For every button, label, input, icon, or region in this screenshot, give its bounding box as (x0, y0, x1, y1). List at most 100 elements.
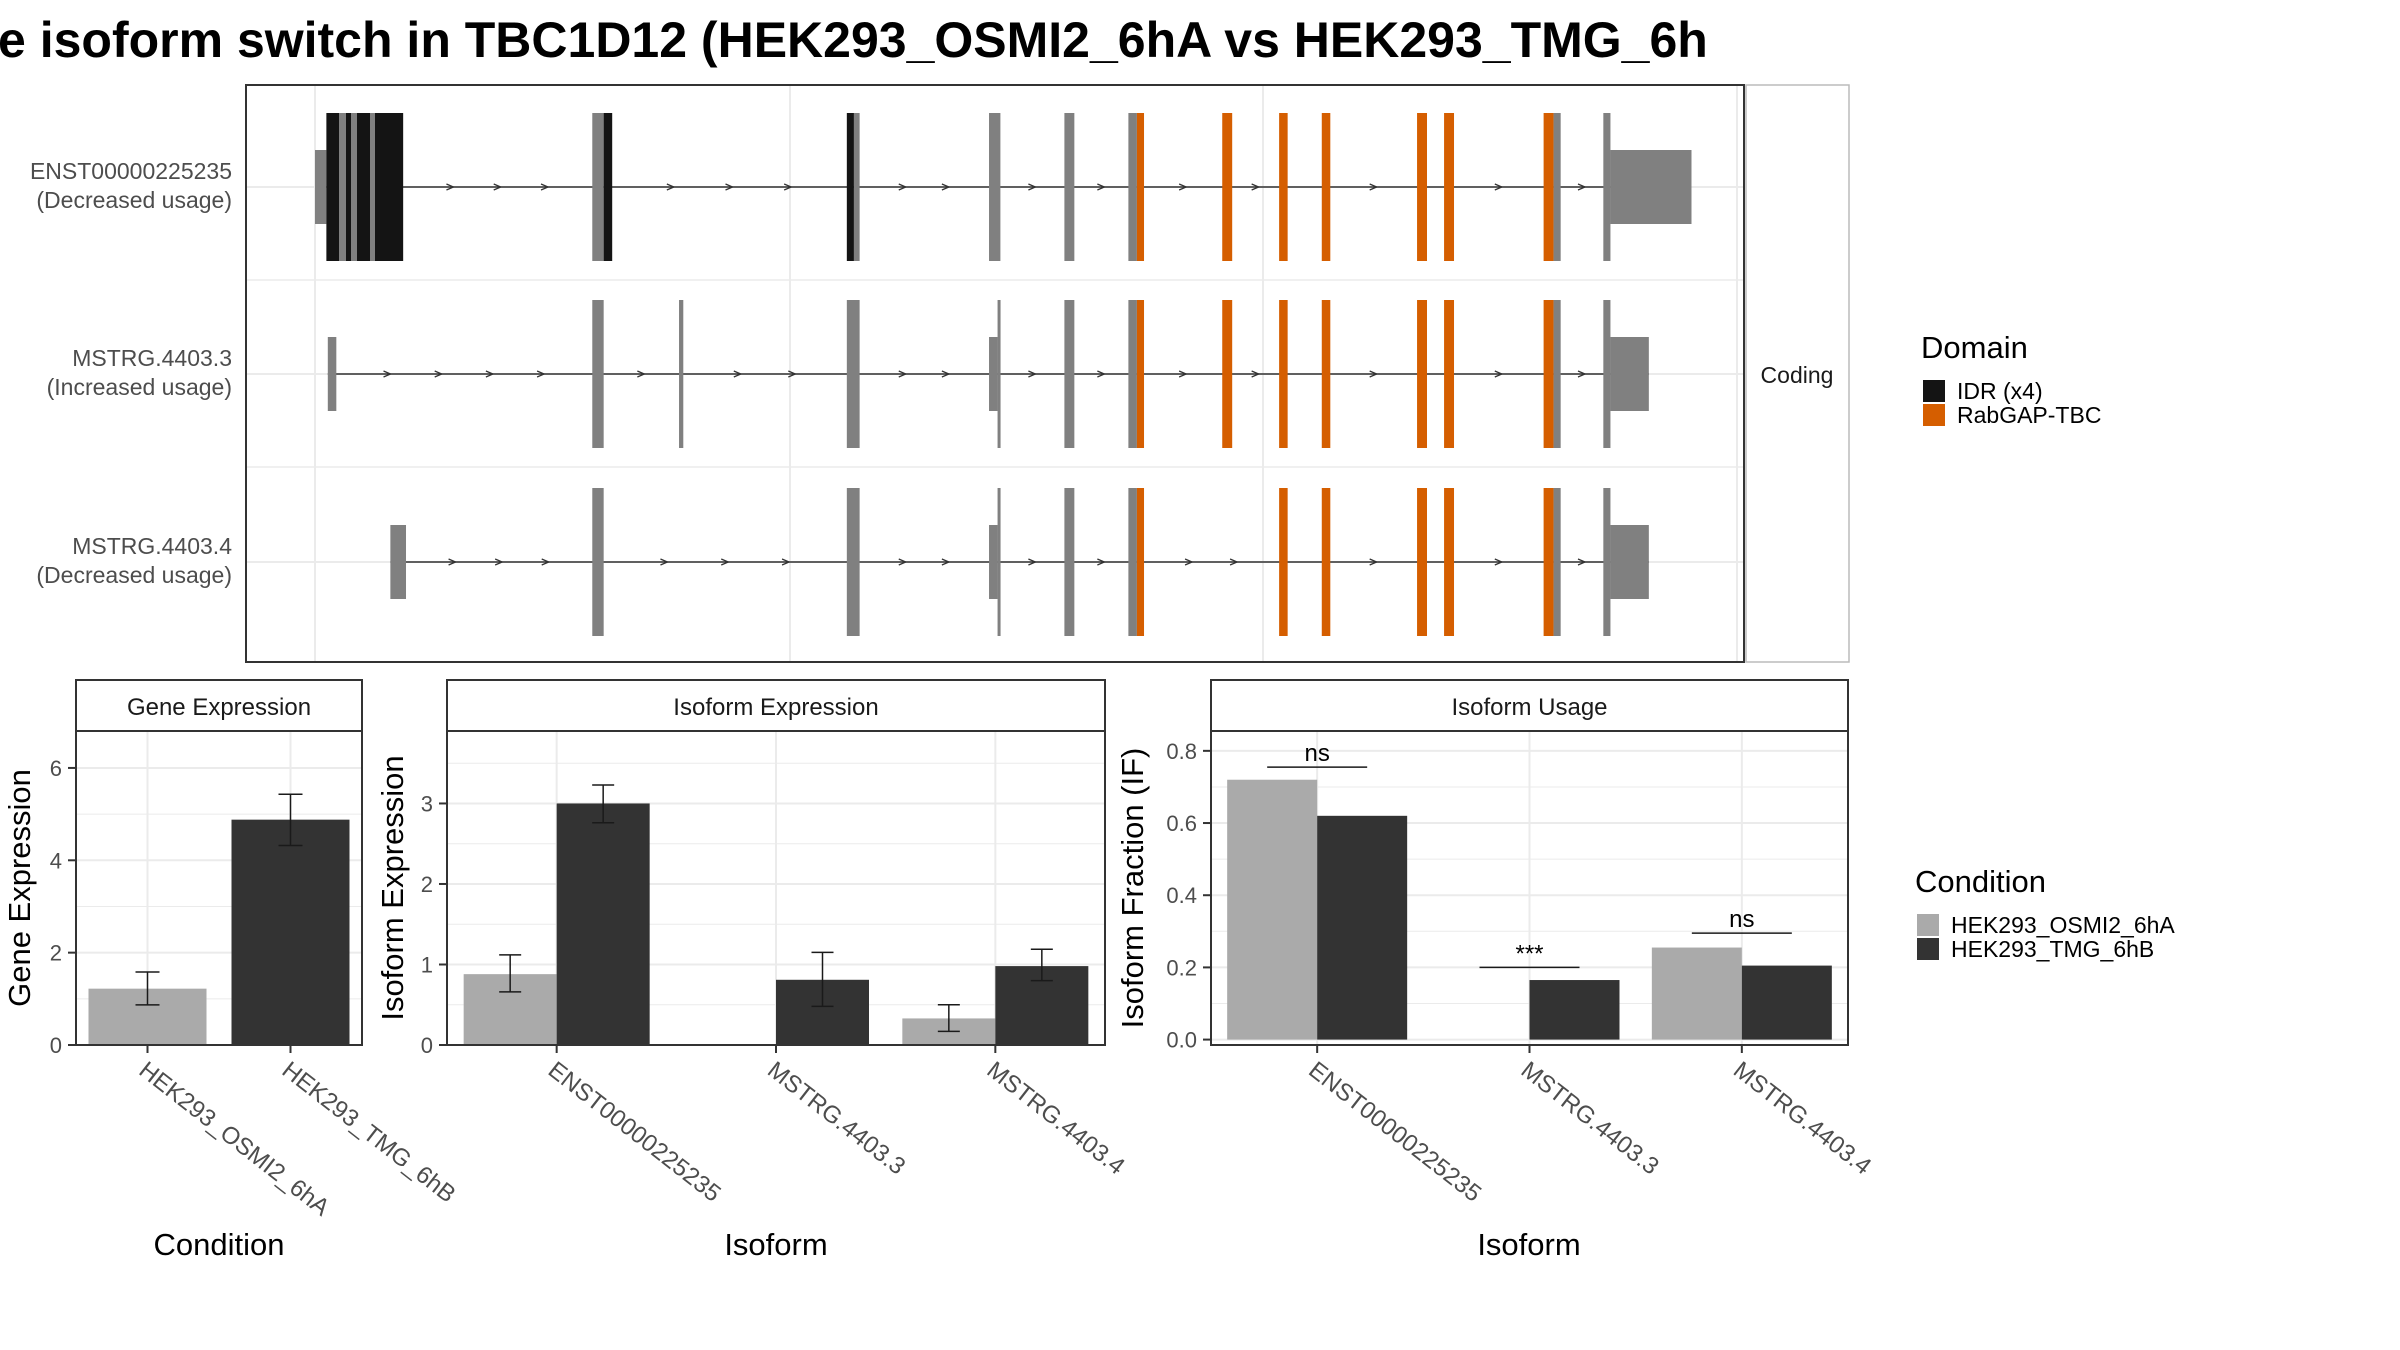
y-axis-label: Gene Expression (2, 769, 37, 1007)
intron-arrow (898, 558, 908, 566)
exon-rabgap (1543, 113, 1554, 261)
intron-arrow (536, 370, 546, 378)
x-axis-label: Isoform (724, 1227, 827, 1262)
isoform-usage-panel: ns *** ns Isoform Usage 0.0 0.2 0.4 0.6 0.8 ENST0… (1115, 679, 1876, 1262)
legend-key (1917, 914, 1939, 936)
intron-arrow (1577, 183, 1587, 191)
exon-utr (1064, 488, 1075, 636)
exon-utr (390, 525, 407, 599)
exon-utr (592, 113, 604, 261)
intron-arrow (1369, 183, 1379, 191)
idr-gap-stripe (370, 113, 375, 261)
isoform-label: MSTRG.4403.4 (72, 533, 232, 559)
exon-utr (679, 300, 684, 448)
exon-rabgap (1417, 488, 1428, 636)
exon-rabgap (1279, 113, 1288, 261)
exon-rabgap (1136, 488, 1145, 636)
intron-arrow (494, 558, 504, 566)
exon-utr (846, 488, 860, 636)
bar-HEK293_TMG_6hB-ENST00000225235 (1317, 815, 1408, 1040)
y-tick-label: 3 (421, 791, 433, 816)
legend-key (1923, 380, 1945, 402)
exon-rabgap (1321, 488, 1331, 636)
intron-arrow (720, 558, 730, 566)
intron-arrow (493, 183, 503, 191)
exon-idr (603, 113, 613, 261)
bar-HEK293_TMG_6hB-MSTRG.4403.4 (1741, 965, 1832, 1040)
panel-strip (446, 679, 1106, 732)
intron-arrow (1577, 370, 1587, 378)
exon-rabgap (1279, 300, 1288, 448)
x-axis-label: Isoform (1477, 1227, 1580, 1262)
intron-arrow (1229, 558, 1239, 566)
legend-label: HEK293_OSMI2_6hA (1951, 912, 2175, 938)
panel-title: Gene Expression (127, 694, 311, 721)
x-tick-label: MSTRG.4403.4 (1728, 1056, 1876, 1180)
bar-HEK293_OSMI2_6hA-ENST00000225235 (1227, 779, 1318, 1040)
legend-title: Condition (1915, 864, 2046, 899)
exon-rabgap (1543, 488, 1554, 636)
exon-rabgap (1321, 113, 1331, 261)
exon-utr (1128, 300, 1137, 448)
intron-arrow (1577, 558, 1587, 566)
intron-arrow (485, 370, 495, 378)
intron-arrow (1178, 370, 1188, 378)
exon-utr (592, 300, 604, 448)
intron-arrow (941, 370, 951, 378)
intron-arrow (541, 558, 551, 566)
exon-utr (1610, 150, 1692, 224)
intron-arrow (788, 370, 797, 378)
x-axis-label: Condition (154, 1227, 285, 1262)
exon-rabgap (1444, 488, 1455, 636)
bar-HEK293_TMG_6hB (231, 819, 350, 1045)
legend-key (1917, 938, 1939, 960)
panel-strip (1210, 679, 1849, 732)
exon-utr (1603, 113, 1611, 261)
isoform-usage-label: (Decreased usage) (36, 562, 232, 588)
intron-arrow (540, 183, 550, 191)
exon-utr (1128, 488, 1137, 636)
coding-strip-label: Coding (1761, 362, 1834, 388)
exon-utr (1064, 113, 1075, 261)
exon-idr (846, 113, 854, 261)
isoform-row-ENST00000225235 (315, 113, 1692, 261)
intron-arrow (1369, 370, 1379, 378)
legend-label: IDR (x4) (1957, 378, 2043, 404)
exon-utr (315, 150, 327, 224)
exon-utr (1128, 113, 1137, 261)
intron-arrow (1494, 370, 1504, 378)
intron-arrow (898, 370, 908, 378)
exon-utr (1553, 300, 1561, 448)
intron-arrow (448, 558, 458, 566)
panel-title: Isoform Expression (673, 694, 878, 721)
y-tick-label: 0 (50, 1033, 62, 1058)
y-tick-label: 0.4 (1166, 883, 1197, 908)
intron-arrow (1028, 183, 1038, 191)
significance-label: ns (1304, 740, 1329, 767)
exon-utr (1603, 300, 1611, 448)
panel-strip (75, 679, 363, 732)
y-tick-label: 0.2 (1166, 955, 1197, 980)
coding-strip (1745, 84, 1850, 663)
exon-utr (989, 337, 998, 411)
y-tick-label: 0 (421, 1033, 433, 1058)
exon-utr (327, 337, 337, 411)
isoform-label: MSTRG.4403.3 (72, 345, 232, 371)
intron-arrow (434, 370, 444, 378)
structure-panel-border (245, 84, 1745, 663)
intron-arrow (446, 183, 456, 191)
isoform-usage-label: (Decreased usage) (36, 187, 232, 213)
domain-legend: Domain IDR (x4)RabGAP-TBC (1921, 330, 2101, 428)
intron-arrow (1028, 370, 1038, 378)
y-tick-label: 4 (50, 848, 62, 873)
intron-arrow (1028, 558, 1038, 566)
x-tick-label: ENST00000225235 (1303, 1056, 1486, 1207)
isoform-expression-panel: Isoform Expression 0 1 2 3 ENST00000225235 MST… (375, 679, 1130, 1262)
legend-title: Domain (1921, 330, 2028, 365)
intron-arrow (383, 370, 393, 378)
intron-arrow (733, 370, 743, 378)
legend-label: HEK293_TMG_6hB (1951, 936, 2154, 962)
isoform-usage-label: (Increased usage) (47, 374, 232, 400)
exon-utr (997, 300, 1001, 448)
